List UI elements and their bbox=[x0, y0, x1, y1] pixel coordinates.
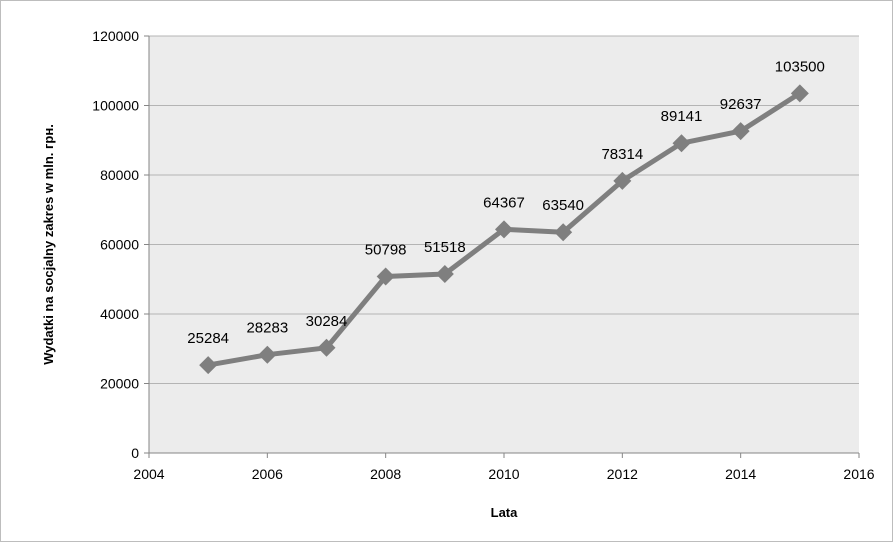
data-label-2010: 64367 bbox=[483, 194, 525, 211]
x-tick-label-2012: 2012 bbox=[607, 466, 638, 482]
data-point-2008 bbox=[376, 267, 395, 286]
x-tick-label-2008: 2008 bbox=[370, 466, 401, 482]
x-axis-title: Lata bbox=[491, 505, 519, 520]
data-label-2015: 103500 bbox=[775, 58, 825, 75]
gridlines bbox=[149, 35, 859, 384]
data-point-2010 bbox=[495, 220, 513, 239]
data-point-2005 bbox=[199, 356, 218, 375]
data-label-2008: 50798 bbox=[365, 241, 407, 258]
y-axis-title: Wydatki na socjalny zakres w mln. грн. bbox=[41, 124, 56, 365]
data-label-2012: 78314 bbox=[601, 146, 643, 163]
y-tick-label-0: 0 bbox=[131, 445, 139, 461]
data-point-2011 bbox=[554, 223, 573, 242]
data-point-2015 bbox=[790, 84, 809, 103]
y-tick-label-40000: 40000 bbox=[100, 306, 139, 322]
data-point-2006 bbox=[258, 345, 277, 364]
data-label-2009: 51518 bbox=[424, 239, 466, 256]
data-label-2011: 63540 bbox=[542, 197, 584, 214]
data-label-2006: 28283 bbox=[246, 320, 288, 337]
y-axis-ticks: 0 20000 40000 60000 80000 100000 120000 bbox=[92, 28, 149, 461]
data-point-2009 bbox=[435, 264, 454, 283]
x-tick-label-2006: 2006 bbox=[252, 466, 283, 482]
data-label-2013: 89141 bbox=[661, 108, 703, 125]
y-tick-label-20000: 20000 bbox=[100, 376, 139, 392]
y-tick-label-60000: 60000 bbox=[100, 237, 139, 253]
data-label-2007: 30284 bbox=[306, 313, 348, 330]
y-tick-label-80000: 80000 bbox=[100, 167, 139, 183]
series bbox=[199, 84, 809, 375]
y-tick-label-120000: 120000 bbox=[92, 28, 139, 44]
x-axis-ticks: 2004 2006 2008 2010 2012 2014 2016 bbox=[133, 453, 875, 482]
data-point-2012 bbox=[613, 171, 632, 190]
y-tick-label-100000: 100000 bbox=[92, 98, 139, 114]
x-tick-label-2010: 2010 bbox=[488, 466, 519, 482]
data-label-2014: 92637 bbox=[720, 96, 762, 113]
data-labels: 25284 28283 30284 50798 51518 64367 63540 78314… bbox=[187, 58, 825, 347]
data-point-2014 bbox=[731, 122, 750, 141]
data-point-2013 bbox=[672, 134, 691, 153]
x-tick-label-2016: 2016 bbox=[843, 466, 874, 482]
x-tick-label-2004: 2004 bbox=[133, 466, 164, 482]
x-tick-label-2014: 2014 bbox=[725, 466, 756, 482]
data-point-2007 bbox=[317, 338, 336, 357]
data-label-2005: 25284 bbox=[187, 330, 229, 347]
